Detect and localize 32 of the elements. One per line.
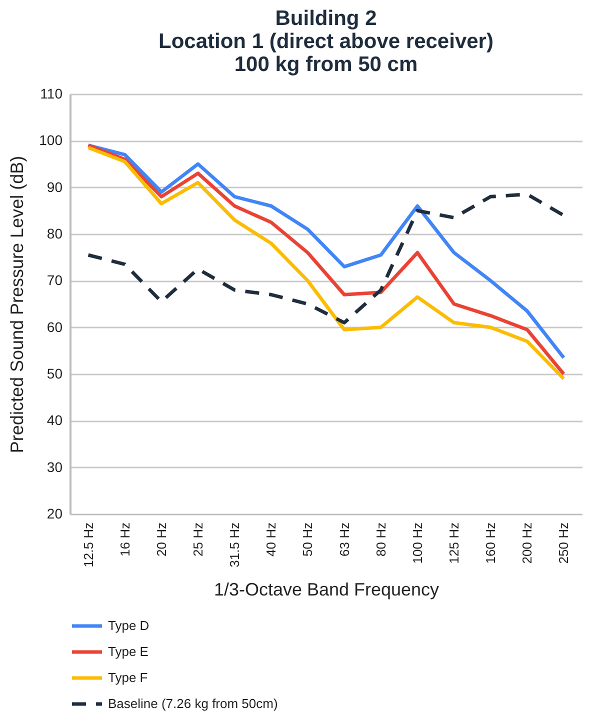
x-tick-label: 31.5 Hz (227, 522, 242, 568)
legend-label: Type E (108, 644, 149, 659)
y-tick-label: 90 (46, 178, 63, 195)
x-tick-label: 16 Hz (117, 522, 132, 556)
y-tick-label: 60 (46, 318, 63, 335)
x-tick-label: 20 Hz (154, 522, 169, 556)
y-tick-label: 40 (46, 412, 63, 428)
y-tick-label: 80 (46, 226, 63, 242)
x-tick-label: 50 Hz (300, 522, 316, 556)
x-tick-label: 200 Hz (520, 522, 535, 564)
x-tick-label: 80 Hz (373, 522, 388, 556)
x-tick-label: 250 Hz (556, 522, 572, 564)
x-tick-label: 100 Hz (410, 522, 425, 564)
legend-label: Type F (108, 670, 148, 685)
legend-label: Baseline (7.26 kg from 50cm) (108, 696, 278, 711)
x-tick-label: 63 Hz (336, 522, 352, 556)
x-tick-label: 125 Hz (446, 522, 462, 564)
chart-title: Building 2 Location 1 (direct above receiver) 100 kg from 50 cm (158, 7, 494, 76)
y-tick-label: 110 (40, 86, 63, 102)
y-tick-label: 50 (46, 366, 63, 382)
x-tick-label: 40 Hz (264, 522, 279, 556)
line-series (86, 192, 566, 324)
y-tick-label: 30 (46, 458, 63, 475)
x-tick-label: 12.5 Hz (80, 522, 96, 568)
y-axis-title: Predicted Sound Pressure Level (dB) (7, 156, 28, 454)
x-tick-label: 25 Hz (190, 522, 206, 556)
x-axis-title: 1/3-Octave Band Frequency (214, 579, 440, 600)
y-tick-label: 20 (46, 506, 63, 522)
legend-label: Type D (108, 618, 150, 633)
y-tick-label: 100 (39, 132, 63, 148)
x-tick-label: 160 Hz (483, 522, 498, 564)
y-tick-label: 70 (46, 272, 63, 288)
